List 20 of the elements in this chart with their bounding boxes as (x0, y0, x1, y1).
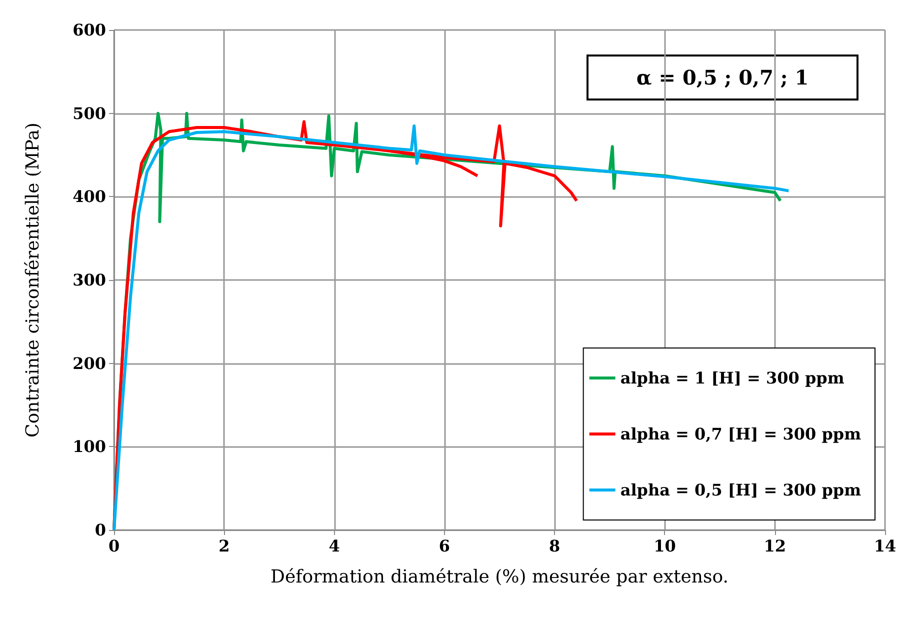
y-tick-label: 0 (94, 520, 106, 540)
y-tick-label: 400 (72, 187, 106, 206)
x-tick-label: 12 (764, 536, 786, 556)
x-tick-label: 8 (549, 536, 560, 556)
legend-label: alpha = 0,5 [H] = 300 ppm (620, 480, 862, 500)
legend-label: alpha = 0,7 [H] = 300 ppm (620, 424, 862, 444)
y-tick-label: 100 (72, 437, 106, 456)
x-axis-title: Déformation diamétrale (%) mesurée par extenso. (270, 566, 728, 588)
y-tick-label: 500 (72, 104, 106, 123)
y-tick-label: 300 (72, 270, 106, 290)
x-tick-label: 2 (218, 536, 230, 556)
x-tick-label: 0 (108, 536, 120, 556)
legend-label: alpha = 1 [H] = 300 ppm (620, 368, 844, 388)
x-tick-label: 6 (438, 536, 450, 556)
x-tick-label: 10 (654, 536, 676, 556)
y-tick-label: 200 (72, 354, 106, 373)
y-axis-title: Contrainte circonférentielle (MPa) (22, 122, 44, 438)
x-tick-label: 14 (874, 536, 896, 556)
y-tick-label: 600 (72, 20, 106, 40)
x-tick-label: 4 (328, 536, 340, 556)
